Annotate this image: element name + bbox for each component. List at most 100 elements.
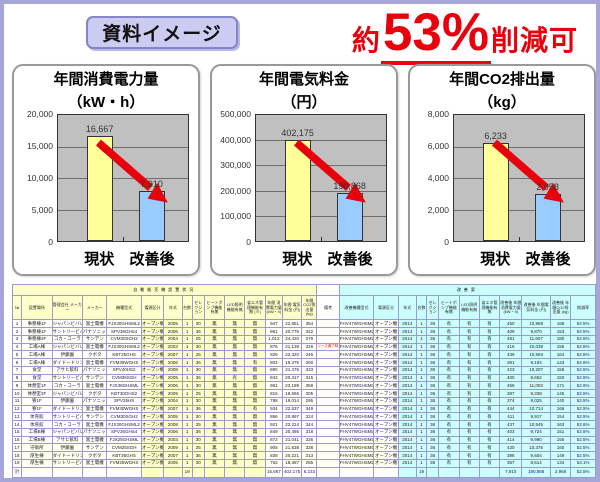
table-cell: 有 <box>438 451 460 460</box>
table-cell: 有 <box>458 373 480 383</box>
table-cell: CVM36SGH <box>106 373 142 383</box>
y-tick-label: 15,000 <box>27 141 53 151</box>
y-tick-label: 0 <box>48 237 53 247</box>
table-cell: FVM36WGHS <box>106 358 142 367</box>
table-cell: 164 <box>549 350 572 360</box>
table-cell: 有 <box>438 389 460 398</box>
table-cell: 30 <box>191 396 205 406</box>
table-row: 18厚生棟ダイドードリンコクボタKBT36GHSオープン機2007136無無無8… <box>11 451 596 460</box>
table-cell: 1 <box>181 412 193 422</box>
table-cell: FHV47WGHSML <box>338 381 375 391</box>
table-cell: 有 <box>458 435 480 445</box>
table-cell: 2008 <box>163 365 183 375</box>
table-cell: 1 <box>415 342 428 352</box>
table-cell: 36 <box>426 365 440 375</box>
table-cell: 36 <box>426 435 440 445</box>
table-cell: 52.5% <box>570 396 596 406</box>
chart-title: 年間電気料金 <box>258 71 349 88</box>
table-cell: 300 <box>301 358 318 367</box>
table-cell: 1 <box>415 389 428 398</box>
table-cell: 158 <box>549 365 572 375</box>
table-cell <box>316 350 340 360</box>
table-cell: 19,666 <box>281 389 303 398</box>
table-row: 15工場B棟ジャパンビバレッジパナソニックSPV36GHS4オープン機20061… <box>11 427 596 437</box>
table-cell: コカ・コーラ <box>51 420 84 429</box>
column-header: 年間 消費電力量 (kW・h) <box>264 295 283 321</box>
column-header: 省エネ管理機能有無 <box>478 295 501 321</box>
table-cell: 有 <box>478 404 501 414</box>
table-cell: FHV47WGHSML <box>338 319 375 329</box>
table-cell: 2014 <box>397 342 417 352</box>
table-cell: 無 <box>244 420 266 429</box>
table-cell: 9,194 <box>521 358 551 367</box>
gridline <box>454 209 584 211</box>
table-cell: 25 <box>191 389 205 398</box>
table-cell: 無 <box>203 350 226 360</box>
total-cell: 2,958 <box>549 466 572 478</box>
table-cell: 36 <box>426 350 440 360</box>
table-cell: 有 <box>438 358 460 367</box>
headline-suffix: 削減可 <box>490 25 578 56</box>
table-cell: 有 <box>478 443 501 453</box>
table-cell: 有 <box>438 350 460 360</box>
table-cell: 5 <box>11 350 23 360</box>
table-cell: 無 <box>224 365 246 375</box>
table-cell: 36 <box>426 451 440 460</box>
table-cell <box>316 396 340 406</box>
table-cell: 1 <box>181 342 193 352</box>
table-cell: 有 <box>478 319 501 329</box>
table-cell: 30 <box>191 458 205 468</box>
table-cell: 2006 <box>163 358 183 367</box>
table-cell: 20,897 <box>281 412 303 422</box>
total-cell <box>51 466 84 478</box>
table-cell: 2014 <box>397 458 417 468</box>
table-cell: 52.6% <box>570 358 596 367</box>
table-cell: FJX25GHSML <box>106 435 142 445</box>
table-cell: 344 <box>301 420 318 429</box>
table-cell: 36 <box>426 420 440 429</box>
table-cell: 160 <box>549 443 572 453</box>
table-cell: 有 <box>458 389 480 398</box>
table-cell: 9,724 <box>521 427 551 437</box>
total-cell <box>163 466 183 478</box>
table-cell: オープン機 <box>140 334 165 344</box>
table-cell: パナソニック <box>82 327 108 336</box>
x-label-improved: 改善後 <box>525 251 571 268</box>
table-cell: 1 <box>11 319 23 329</box>
bar-current <box>482 142 509 241</box>
bar-value-improved: 7,910 <box>140 179 163 190</box>
column-header: 電源区分 <box>140 295 165 321</box>
table-cell: オープン機 <box>373 358 399 367</box>
table-cell: 52.5% <box>570 334 596 344</box>
table-cell: パナソニック <box>82 427 108 437</box>
chart-card-co2: 年間CO2排出量 （kg） 6,233 2,958 現状 改善後 8,000 6,… <box>408 64 596 276</box>
table-cell: 富士電機 <box>82 458 108 468</box>
column-header: 省エネ管理機能有無 (※) <box>244 295 266 321</box>
table-cell <box>316 334 340 344</box>
table-cell: 3 <box>11 334 23 344</box>
total-row: 計 19 16,667 402,175 6,233 19 7,910 190,868 2,958… <box>11 466 596 478</box>
table-cell: 有 <box>478 427 501 437</box>
table-cell: 2007 <box>163 451 183 460</box>
table-cell: 10,038 <box>521 342 551 352</box>
table-cell: 925 <box>264 350 283 360</box>
table-cell: FHV47WGHSML <box>338 420 375 429</box>
table-cell: 2014 <box>397 373 417 383</box>
table-cell: ダイドードリンコ <box>51 358 84 367</box>
chart-unit: （円） <box>281 94 327 111</box>
table-cell: 52.5% <box>570 373 596 383</box>
y-tick-label: 300,000 <box>220 160 251 171</box>
table-cell: 有 <box>458 381 480 391</box>
gridline <box>58 178 188 179</box>
table-cell: 400 <box>499 373 523 383</box>
table-cell: 11,003 <box>521 381 551 391</box>
table-cell: 36 <box>426 327 440 336</box>
chart-title: 年間CO2排出量 <box>449 71 555 88</box>
table-cell: 36 <box>191 373 205 383</box>
column-header: 改善機種型式 <box>338 295 375 321</box>
vending-status-sheet: 自動販売機設置状況 改善案 № 設置場所 管理会社 メーカー メーカー 機種型式 電源区分 年式… <box>11 283 596 478</box>
table-cell: 921 <box>264 420 283 429</box>
table-cell: 163 <box>549 420 572 429</box>
table-cell: 905 <box>264 443 283 453</box>
y-tick-label: 100,000 <box>220 211 251 222</box>
